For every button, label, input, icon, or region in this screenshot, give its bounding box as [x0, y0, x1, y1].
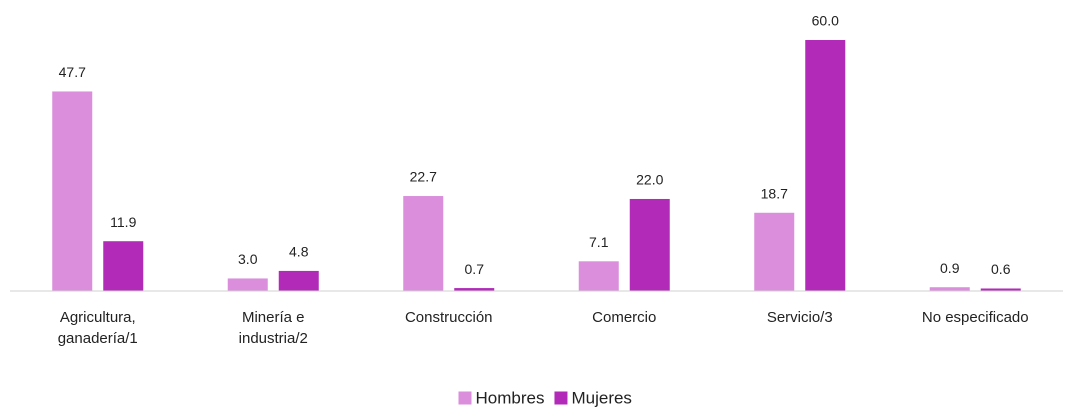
- value-label: 11.9: [110, 214, 136, 230]
- bar: [103, 241, 144, 291]
- bar: [454, 288, 495, 291]
- value-label: 0.6: [991, 261, 1011, 277]
- bar: [805, 40, 846, 291]
- x-tick-label: Minería e industria/2: [238, 309, 308, 347]
- bar: [403, 196, 444, 291]
- bar: [754, 212, 795, 291]
- value-label: 47.7: [59, 64, 86, 80]
- x-tick-label: Construcción: [404, 309, 493, 326]
- value-label: 22.7: [410, 169, 437, 185]
- bar: [227, 278, 268, 291]
- value-label: 0.7: [465, 261, 485, 277]
- legend-swatch: [458, 391, 472, 405]
- value-label: 7.1: [589, 234, 609, 250]
- bar: [52, 91, 93, 291]
- value-label: 4.8: [289, 244, 309, 260]
- x-tick-label: Servicio/3: [766, 309, 833, 326]
- bar: [578, 261, 619, 291]
- value-label: 0.9: [940, 260, 960, 276]
- x-tick-label: Comercio: [592, 309, 657, 326]
- bar: [629, 198, 670, 291]
- value-label: 60.0: [812, 13, 839, 29]
- legend-label: Hombres: [476, 388, 545, 407]
- x-tick-label: No especificado: [921, 309, 1029, 326]
- bar: [980, 288, 1021, 291]
- value-label: 22.0: [636, 172, 663, 188]
- bar: [929, 287, 970, 291]
- value-label: 3.0: [238, 251, 258, 267]
- value-label: 18.7: [761, 185, 788, 201]
- legend-swatch: [554, 391, 568, 405]
- bar: [278, 270, 319, 291]
- x-tick-label: Agricultura, ganadería/1: [57, 309, 138, 347]
- legend-label: Mujeres: [571, 388, 631, 407]
